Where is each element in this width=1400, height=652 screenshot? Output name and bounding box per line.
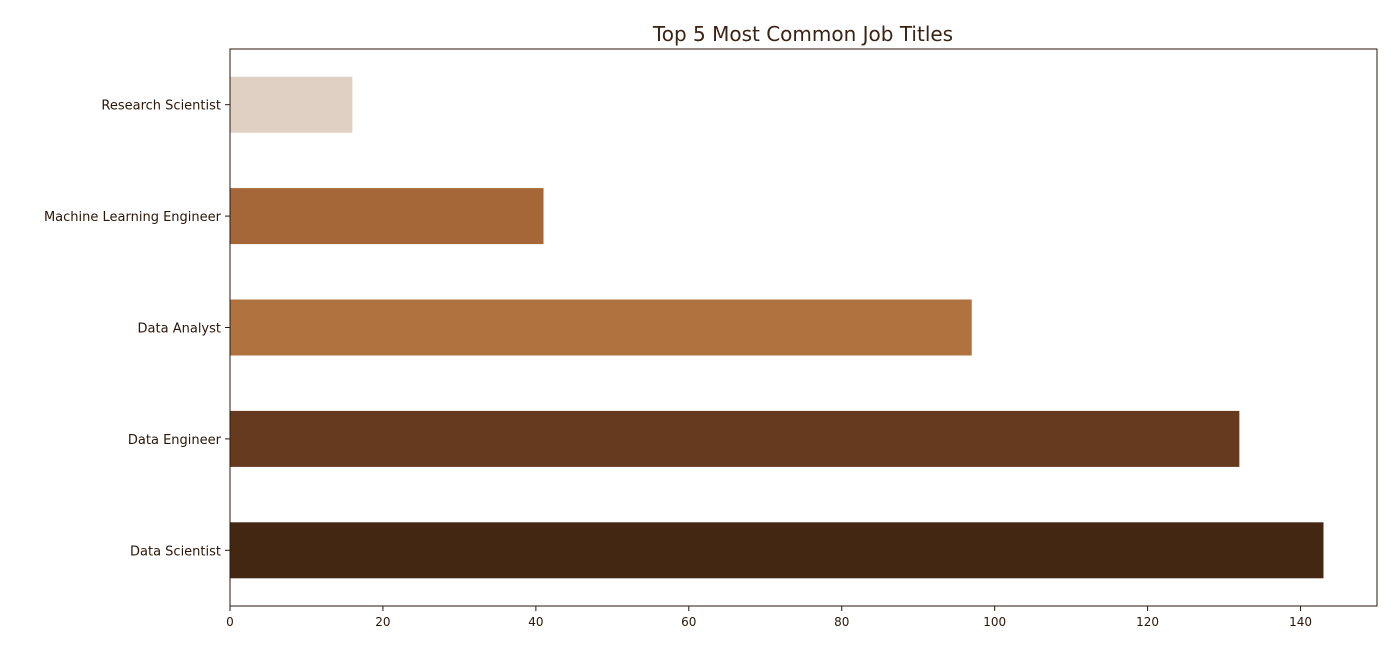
y-tick-label: Data Analyst xyxy=(138,322,221,337)
y-axis-labels: Data Scientist Data Engineer Data Analyst M… xyxy=(44,99,230,559)
bar-data-analyst xyxy=(230,299,972,356)
bar-machine-learning-engineer xyxy=(230,188,544,245)
chart-title: Top 5 Most Common Job Titles xyxy=(652,22,953,46)
y-tick-label: Research Scientist xyxy=(101,99,221,114)
x-tick-label: 140 xyxy=(1289,615,1312,629)
x-tick-label: 100 xyxy=(983,615,1006,629)
y-tick-label: Machine Learning Engineer xyxy=(44,210,222,225)
bar-research-scientist xyxy=(230,76,353,133)
x-tick-label: 0 xyxy=(226,615,234,629)
bars-group xyxy=(230,76,1324,579)
bar-data-engineer xyxy=(230,410,1240,467)
x-tick-label: 40 xyxy=(528,615,543,629)
x-tick-label: 20 xyxy=(375,615,390,629)
bar-data-scientist xyxy=(230,522,1324,579)
plot-frame xyxy=(229,48,1378,607)
x-tick-label: 60 xyxy=(681,615,696,629)
x-tick-label: 80 xyxy=(834,615,849,629)
y-tick-label: Data Scientist xyxy=(130,544,221,559)
x-axis-ticks: 0 20 40 60 80 100 120 140 xyxy=(226,606,1312,629)
y-tick-label: Data Engineer xyxy=(128,433,222,448)
x-tick-label: 120 xyxy=(1136,615,1159,629)
